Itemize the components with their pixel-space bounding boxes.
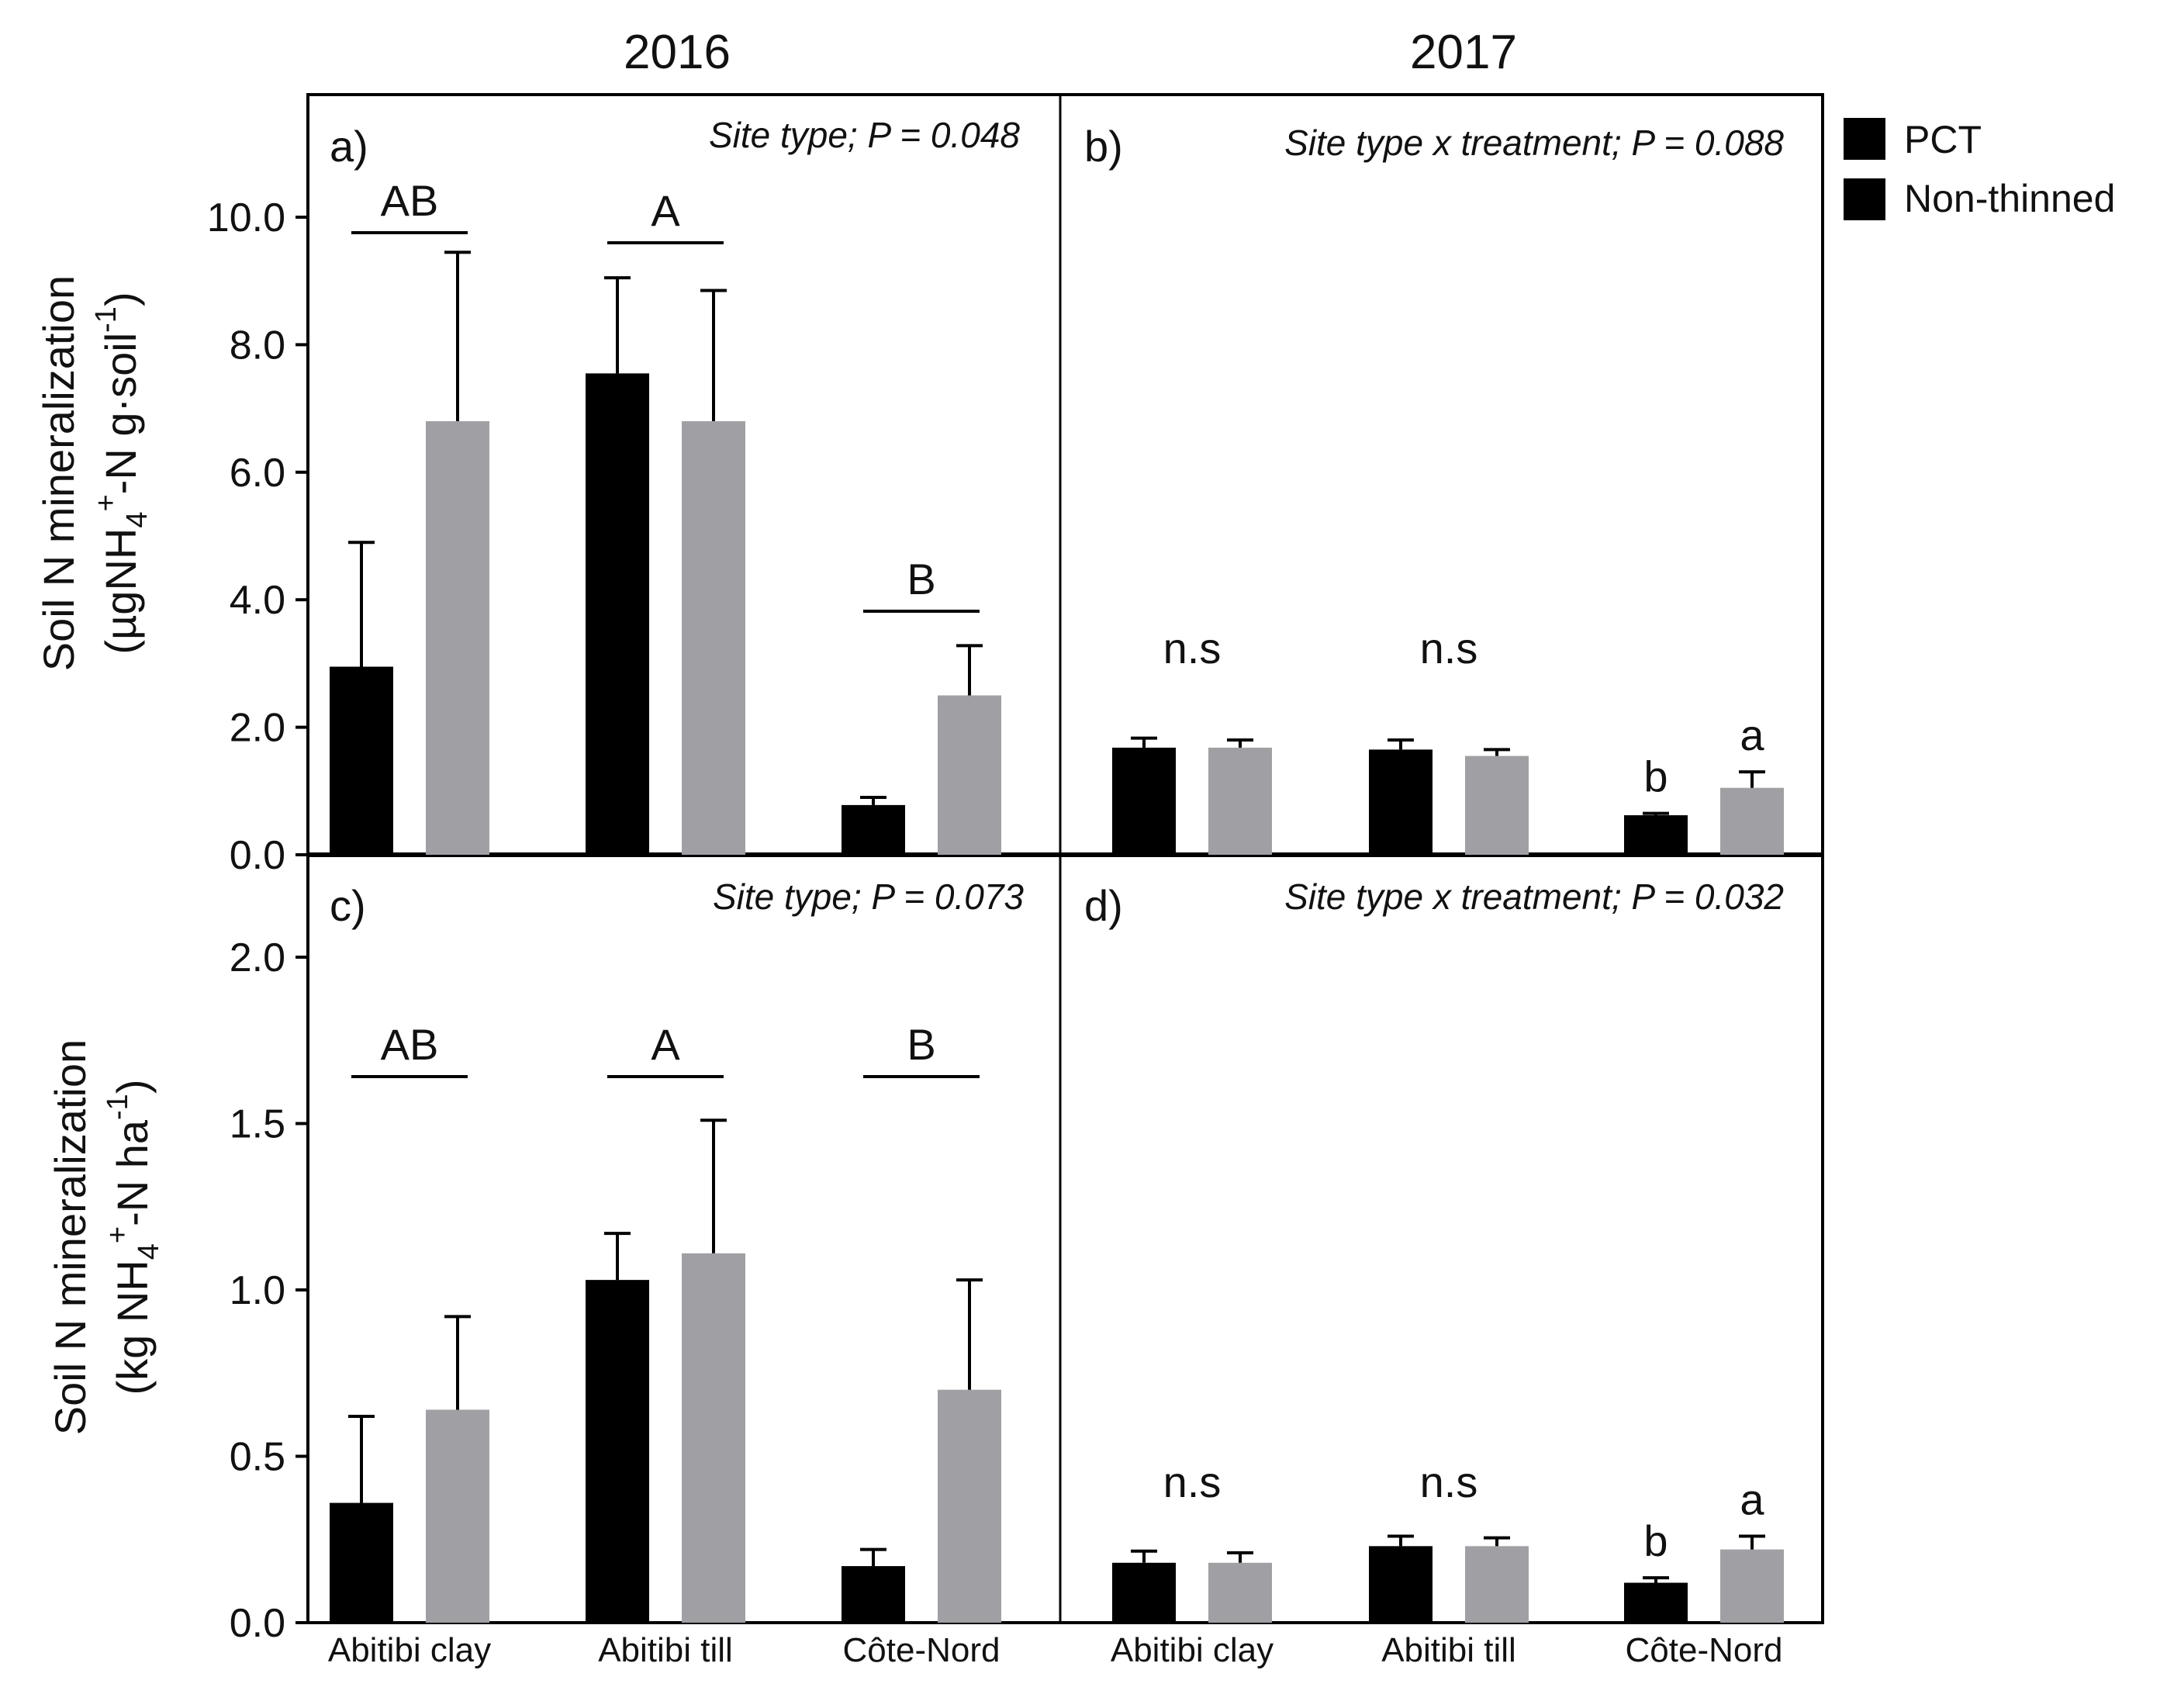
bar-d-pct-2 bbox=[1624, 1582, 1688, 1623]
y-axis-title-top-line1: Soil N mineralization bbox=[34, 275, 83, 671]
legend: PCT Non-thinned bbox=[1844, 118, 2115, 220]
y-tick-label-a-5: 10.0 bbox=[207, 195, 285, 240]
x-tick-label-c-1: Abitibi till bbox=[598, 1631, 733, 1669]
sig-label-a-0: AB bbox=[381, 176, 439, 225]
sig-label-c-0: AB bbox=[381, 1020, 439, 1069]
bar-a-pct-2 bbox=[842, 804, 905, 855]
y-tick-label-a-1: 2.0 bbox=[230, 706, 285, 751]
stat-label-d: Site type x treatment; P = 0.032 bbox=[1284, 876, 1784, 917]
bar-b-pct-1 bbox=[1369, 749, 1433, 855]
y-tick-label-c-4: 2.0 bbox=[230, 935, 285, 980]
sig-label-a-2: B bbox=[907, 555, 935, 603]
sig-label-b-0: n.s bbox=[1163, 624, 1222, 672]
bar-d-non-thinned-0 bbox=[1208, 1562, 1272, 1623]
bar-d-pct-0 bbox=[1112, 1562, 1176, 1623]
y-tick-label-a-4: 8.0 bbox=[230, 323, 285, 368]
bar-label-d-0-2: b bbox=[1643, 1516, 1668, 1565]
y-units-bottom-sup2: -1 bbox=[102, 1094, 134, 1120]
panel-tag-a: a) bbox=[330, 122, 368, 171]
bar-c-non-thinned-1 bbox=[682, 1253, 745, 1623]
bar-label-b-1-2: a bbox=[1740, 711, 1764, 759]
y-units-top-sup2: -1 bbox=[90, 306, 123, 333]
bar-c-non-thinned-2 bbox=[938, 1389, 1001, 1623]
y-units-bottom-sub: 4 bbox=[133, 1243, 165, 1260]
panel-tag-d: d) bbox=[1084, 881, 1123, 930]
y-tick-label-a-3: 6.0 bbox=[230, 451, 285, 496]
bar-b-non-thinned-1 bbox=[1465, 755, 1529, 855]
legend-label-pct: PCT bbox=[1904, 118, 1982, 161]
x-tick-label-d-1: Abitibi till bbox=[1381, 1631, 1516, 1669]
legend-swatch-non-thinned bbox=[1844, 178, 1885, 220]
y-tick-label-a-2: 4.0 bbox=[230, 578, 285, 623]
bar-c-pct-2 bbox=[842, 1566, 905, 1623]
y-units-top-post: ) bbox=[96, 292, 145, 306]
x-tick-label-c-2: Côte-Nord bbox=[843, 1631, 1001, 1669]
stat-label-c: Site type; P = 0.073 bbox=[713, 876, 1024, 917]
axes-layer: 0.0 2.0 4.0 6.0 8.0 10.0 0.0 0.5 1.0 1.5 2.0 Abitib… bbox=[207, 195, 1783, 1669]
y-units-bottom-pre: (kg NH bbox=[108, 1260, 157, 1395]
bar-d-non-thinned-1 bbox=[1465, 1546, 1529, 1623]
y-axis-title-bottom-line1: Soil N mineralization bbox=[46, 1039, 95, 1435]
bars-layer bbox=[330, 251, 1784, 1623]
x-tick-label-c-0: Abitibi clay bbox=[328, 1631, 491, 1669]
y-units-top-sup: + bbox=[90, 494, 123, 511]
bar-a-non-thinned-2 bbox=[938, 695, 1001, 855]
bar-b-pct-0 bbox=[1112, 747, 1176, 855]
bar-d-pct-1 bbox=[1369, 1546, 1433, 1623]
panel-b-labels: b) Site type x treatment; P = 0.088 bbox=[1084, 122, 1784, 171]
bar-a-non-thinned-0 bbox=[426, 421, 489, 855]
panel-tag-b: b) bbox=[1084, 122, 1123, 171]
year-label-2016: 2016 bbox=[624, 26, 731, 79]
y-axis-title-top-line2: (µgNH4+-N g·soil-1) bbox=[90, 292, 154, 654]
panel-a-labels: a) Site type; P = 0.048 bbox=[330, 115, 1020, 171]
y-units-bottom-mid: -N ha bbox=[108, 1119, 157, 1226]
sig-label-d-1: n.s bbox=[1420, 1457, 1478, 1506]
panel-c-labels: c) Site type; P = 0.073 bbox=[330, 876, 1024, 930]
bar-label-b-0-2: b bbox=[1643, 752, 1668, 801]
y-units-top-mid: -N g·soil bbox=[96, 333, 145, 494]
y-axis-title-bottom-line2: (kg NH4+-N ha-1) bbox=[102, 1080, 165, 1395]
sig-label-d-0: n.s bbox=[1163, 1457, 1222, 1506]
bar-b-pct-2 bbox=[1624, 815, 1688, 855]
legend-swatch-pct bbox=[1844, 118, 1885, 160]
x-tick-label-d-0: Abitibi clay bbox=[1111, 1631, 1274, 1669]
bar-a-non-thinned-1 bbox=[682, 421, 745, 855]
y-tick-label-c-2: 1.0 bbox=[230, 1268, 285, 1313]
sig-label-a-1: A bbox=[651, 186, 680, 235]
y-tick-label-c-1: 0.5 bbox=[230, 1435, 285, 1480]
y-units-bottom-post: ) bbox=[108, 1080, 157, 1094]
panel-d-labels: d) Site type x treatment; P = 0.032 bbox=[1084, 876, 1784, 930]
bar-a-pct-0 bbox=[330, 666, 393, 855]
x-tick-label-d-2: Côte-Nord bbox=[1626, 1631, 1783, 1669]
bar-b-non-thinned-2 bbox=[1720, 787, 1784, 855]
panel-tag-c: c) bbox=[330, 881, 366, 930]
y-units-top-pre: (µgNH bbox=[96, 528, 145, 655]
stat-label-a: Site type; P = 0.048 bbox=[709, 115, 1020, 155]
sig-label-c-2: B bbox=[907, 1020, 935, 1069]
bar-c-pct-0 bbox=[330, 1502, 393, 1623]
sig-label-b-1: n.s bbox=[1420, 624, 1478, 672]
legend-label-non-thinned: Non-thinned bbox=[1904, 177, 2115, 220]
y-units-bottom-sup: + bbox=[102, 1226, 134, 1243]
y-axis-title-top: Soil N mineralization (µgNH4+-N g·soil-1… bbox=[34, 275, 154, 671]
y-units-top-sub: 4 bbox=[121, 512, 154, 528]
stat-label-b: Site type x treatment; P = 0.088 bbox=[1284, 123, 1784, 163]
y-tick-label-a-0: 0.0 bbox=[230, 833, 285, 878]
bar-a-pct-1 bbox=[586, 373, 649, 855]
year-label-2017: 2017 bbox=[1410, 26, 1517, 79]
bar-label-d-1-2: a bbox=[1740, 1475, 1764, 1523]
y-axis-title-bottom: Soil N mineralization (kg NH4+-N ha-1) bbox=[46, 1039, 165, 1435]
sig-label-c-1: A bbox=[651, 1020, 680, 1069]
y-tick-label-c-3: 1.5 bbox=[230, 1102, 285, 1147]
bar-c-non-thinned-0 bbox=[426, 1409, 489, 1623]
bar-c-pct-1 bbox=[586, 1280, 649, 1623]
bar-d-non-thinned-2 bbox=[1720, 1549, 1784, 1623]
plot-frame bbox=[306, 93, 1824, 1624]
y-tick-label-c-0: 0.0 bbox=[230, 1601, 285, 1646]
bar-b-non-thinned-0 bbox=[1208, 747, 1272, 855]
